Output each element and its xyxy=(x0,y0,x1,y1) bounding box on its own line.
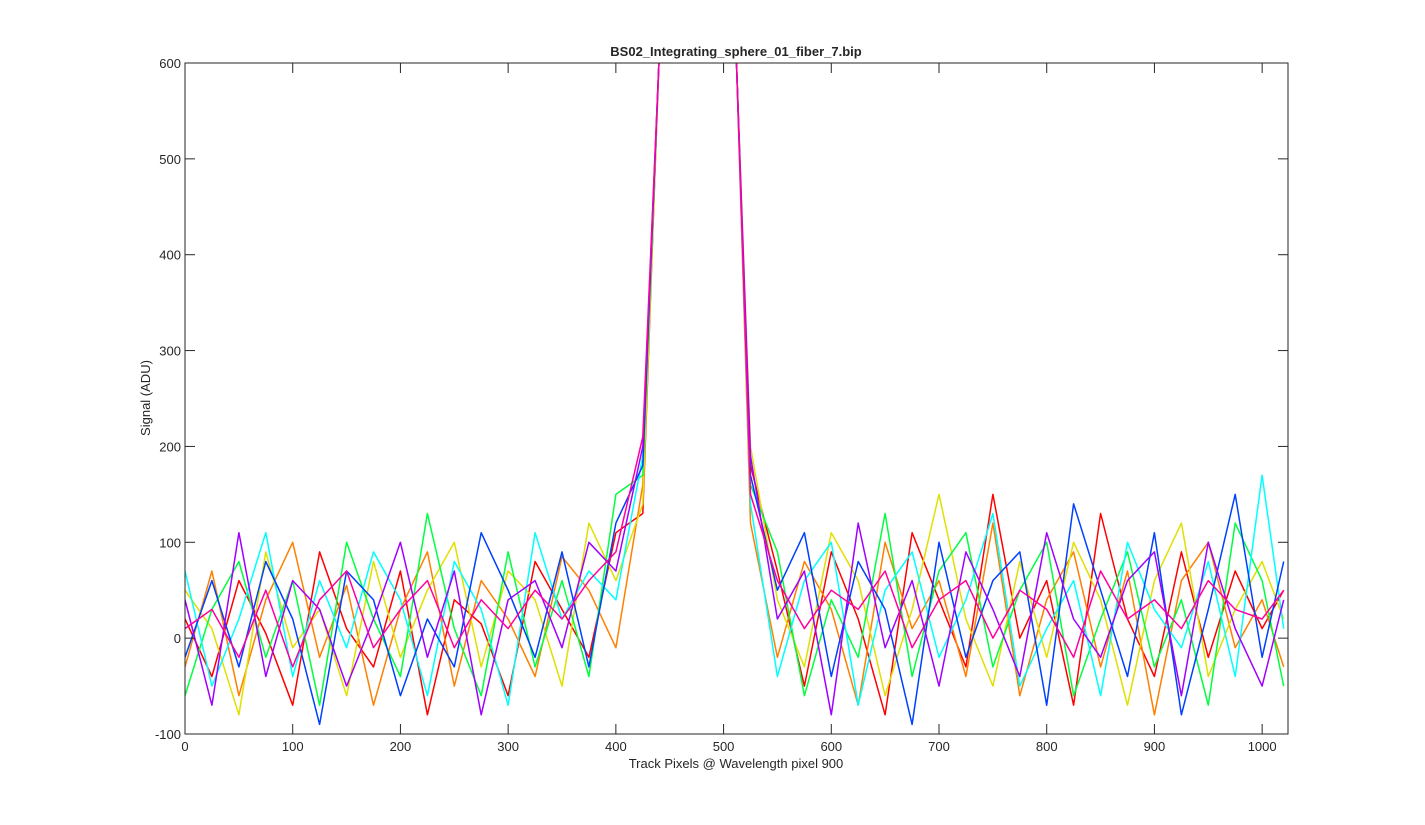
y-tick-label: 0 xyxy=(174,631,181,646)
plot-lines xyxy=(185,63,1285,726)
x-tick-label: 800 xyxy=(1036,739,1058,754)
y-tick-label: -100 xyxy=(155,727,181,742)
x-tick-label: 600 xyxy=(820,739,842,754)
x-tick-label: 500 xyxy=(713,739,735,754)
y-tick-label: 100 xyxy=(159,535,181,550)
y-axis-label: Signal (ADU) xyxy=(138,360,153,436)
chart-title: BS02_Integrating_sphere_01_fiber_7.bip xyxy=(610,44,861,59)
series-line xyxy=(185,63,1285,706)
x-tick-label: 900 xyxy=(1144,739,1166,754)
series-line xyxy=(185,63,1285,716)
series-line xyxy=(185,63,1285,716)
x-tick-label: 200 xyxy=(390,739,412,754)
x-tick-label: 100 xyxy=(282,739,304,754)
series-line xyxy=(185,63,1285,668)
x-tick-label: 1000 xyxy=(1248,739,1277,754)
y-tick-label: 300 xyxy=(159,344,181,359)
x-tick-label: 0 xyxy=(181,739,188,754)
x-tick-label: 400 xyxy=(605,739,627,754)
y-tick-label: 500 xyxy=(159,152,181,167)
series-line xyxy=(185,63,1285,726)
y-tick-label: 200 xyxy=(159,439,181,454)
y-tick-label: 600 xyxy=(159,56,181,71)
x-tick-label: 300 xyxy=(497,739,519,754)
x-tick-label: 700 xyxy=(928,739,950,754)
plot-frame xyxy=(184,62,1289,735)
y-tick-label: 400 xyxy=(159,248,181,263)
series-line xyxy=(185,63,1285,716)
x-axis-label: Track Pixels @ Wavelength pixel 900 xyxy=(629,756,844,771)
